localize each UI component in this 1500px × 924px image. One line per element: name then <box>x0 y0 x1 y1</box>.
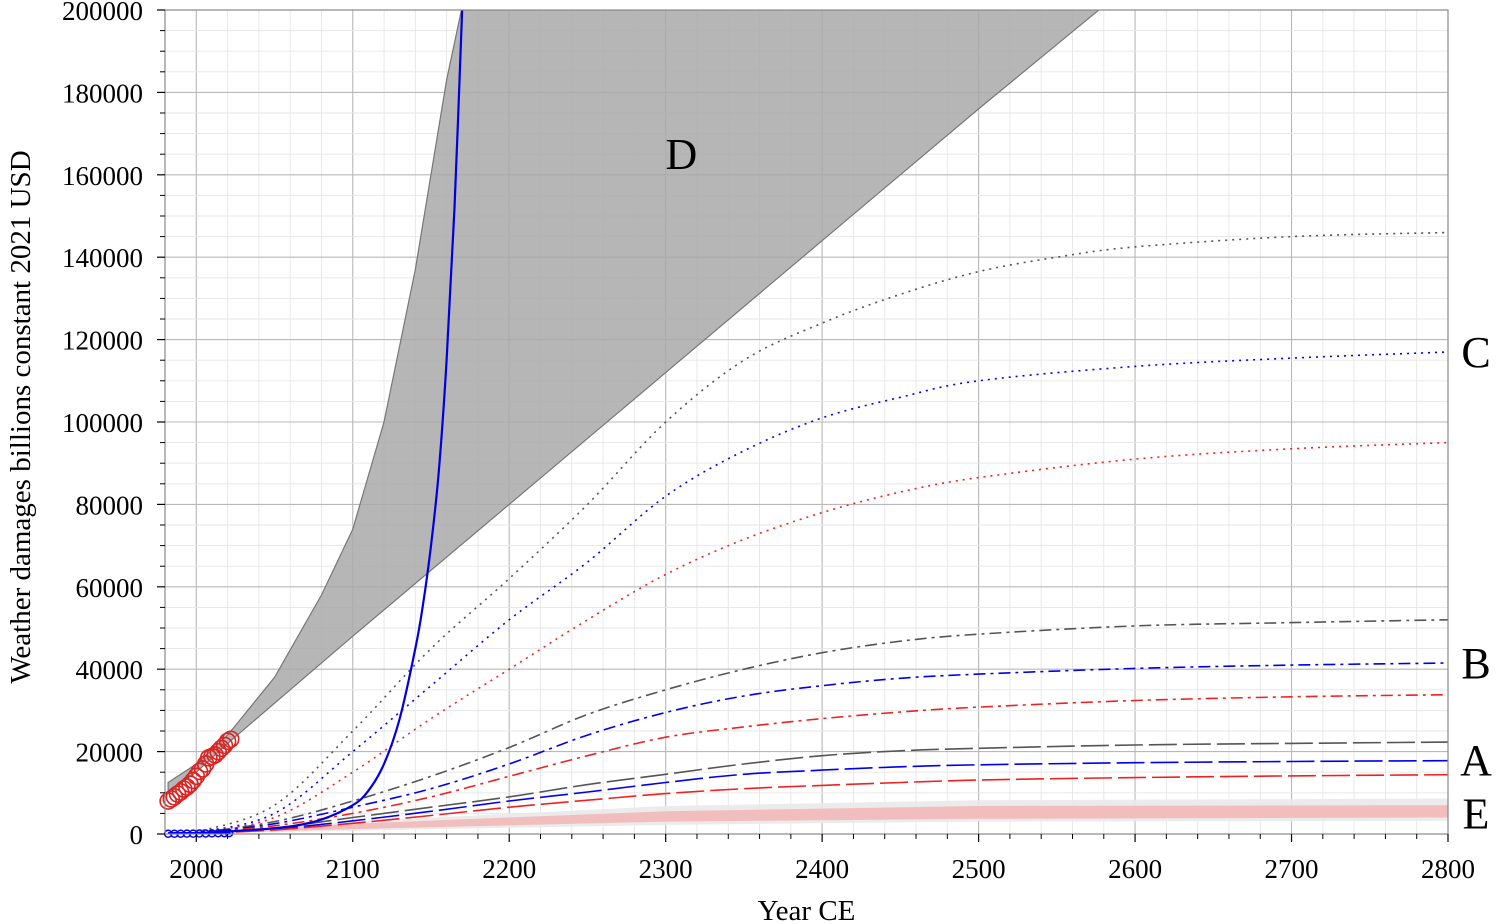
region-label-d: D <box>665 130 697 179</box>
region-label-b: B <box>1461 639 1490 688</box>
y-tick-label: 140000 <box>62 243 143 273</box>
series-line-1 <box>168 231 1448 834</box>
x-tick-label: 2500 <box>952 854 1006 884</box>
bands <box>167 10 1448 834</box>
observation-red-point <box>209 742 227 761</box>
x-axis-title: Year CE <box>758 895 856 924</box>
y-tick-label: 40000 <box>76 655 144 685</box>
y-tick-label: 80000 <box>76 490 144 520</box>
y-tick-label: 60000 <box>76 573 144 603</box>
x-tick-label: 2700 <box>1265 854 1319 884</box>
x-tick-label: 2400 <box>795 854 849 884</box>
observation-red-point <box>218 732 237 751</box>
observation-red-point <box>168 785 187 803</box>
x-tick-label: 2200 <box>482 854 536 884</box>
x-tick-label: 2000 <box>169 854 223 884</box>
observation-red-point <box>162 790 181 808</box>
series-line-5 <box>168 662 1448 834</box>
series-line-4 <box>168 619 1448 834</box>
y-tick-label: 180000 <box>62 78 143 108</box>
region-label-c: C <box>1461 328 1490 377</box>
band-d <box>167 10 1100 792</box>
series-line-7 <box>168 741 1448 834</box>
y-tick-label: 120000 <box>62 326 143 356</box>
series-line-10 <box>168 10 464 834</box>
region-label-a: A <box>1460 736 1492 785</box>
observation-red-point <box>193 760 212 778</box>
region-labels: D C BAE <box>665 130 1492 838</box>
observation-red-point <box>206 746 224 764</box>
series-line-8 <box>168 759 1448 834</box>
observation-red-point <box>184 771 202 790</box>
y-tick-label: 200000 <box>62 0 143 26</box>
series-lines <box>168 10 1448 834</box>
x-tick-label: 2600 <box>1108 854 1162 884</box>
x-tick-label: 2800 <box>1421 854 1475 884</box>
y-axis-title: Weather damages billions constant 2021 U… <box>5 150 37 683</box>
y-tick-label: 100000 <box>62 408 143 438</box>
band-e <box>168 805 1448 834</box>
series-line-9 <box>168 773 1448 834</box>
observation-red-point <box>178 778 196 796</box>
y-tick-label: 0 <box>130 820 144 850</box>
region-label-e: E <box>1463 789 1490 838</box>
series-line-3 <box>168 441 1448 834</box>
y-tick-label: 20000 <box>76 738 144 768</box>
observations <box>159 730 240 839</box>
y-tick-label: 160000 <box>62 161 143 191</box>
x-tick-label: 2100 <box>326 854 380 884</box>
observation-red-point <box>221 730 240 749</box>
x-tick-label: 2300 <box>639 854 693 884</box>
tick-labels: 2000 2100 2200 2300 2400 2500 2600 2700 2800 0 200… <box>62 0 1475 884</box>
observation-red-point <box>215 736 234 755</box>
series-line-2 <box>168 351 1448 834</box>
